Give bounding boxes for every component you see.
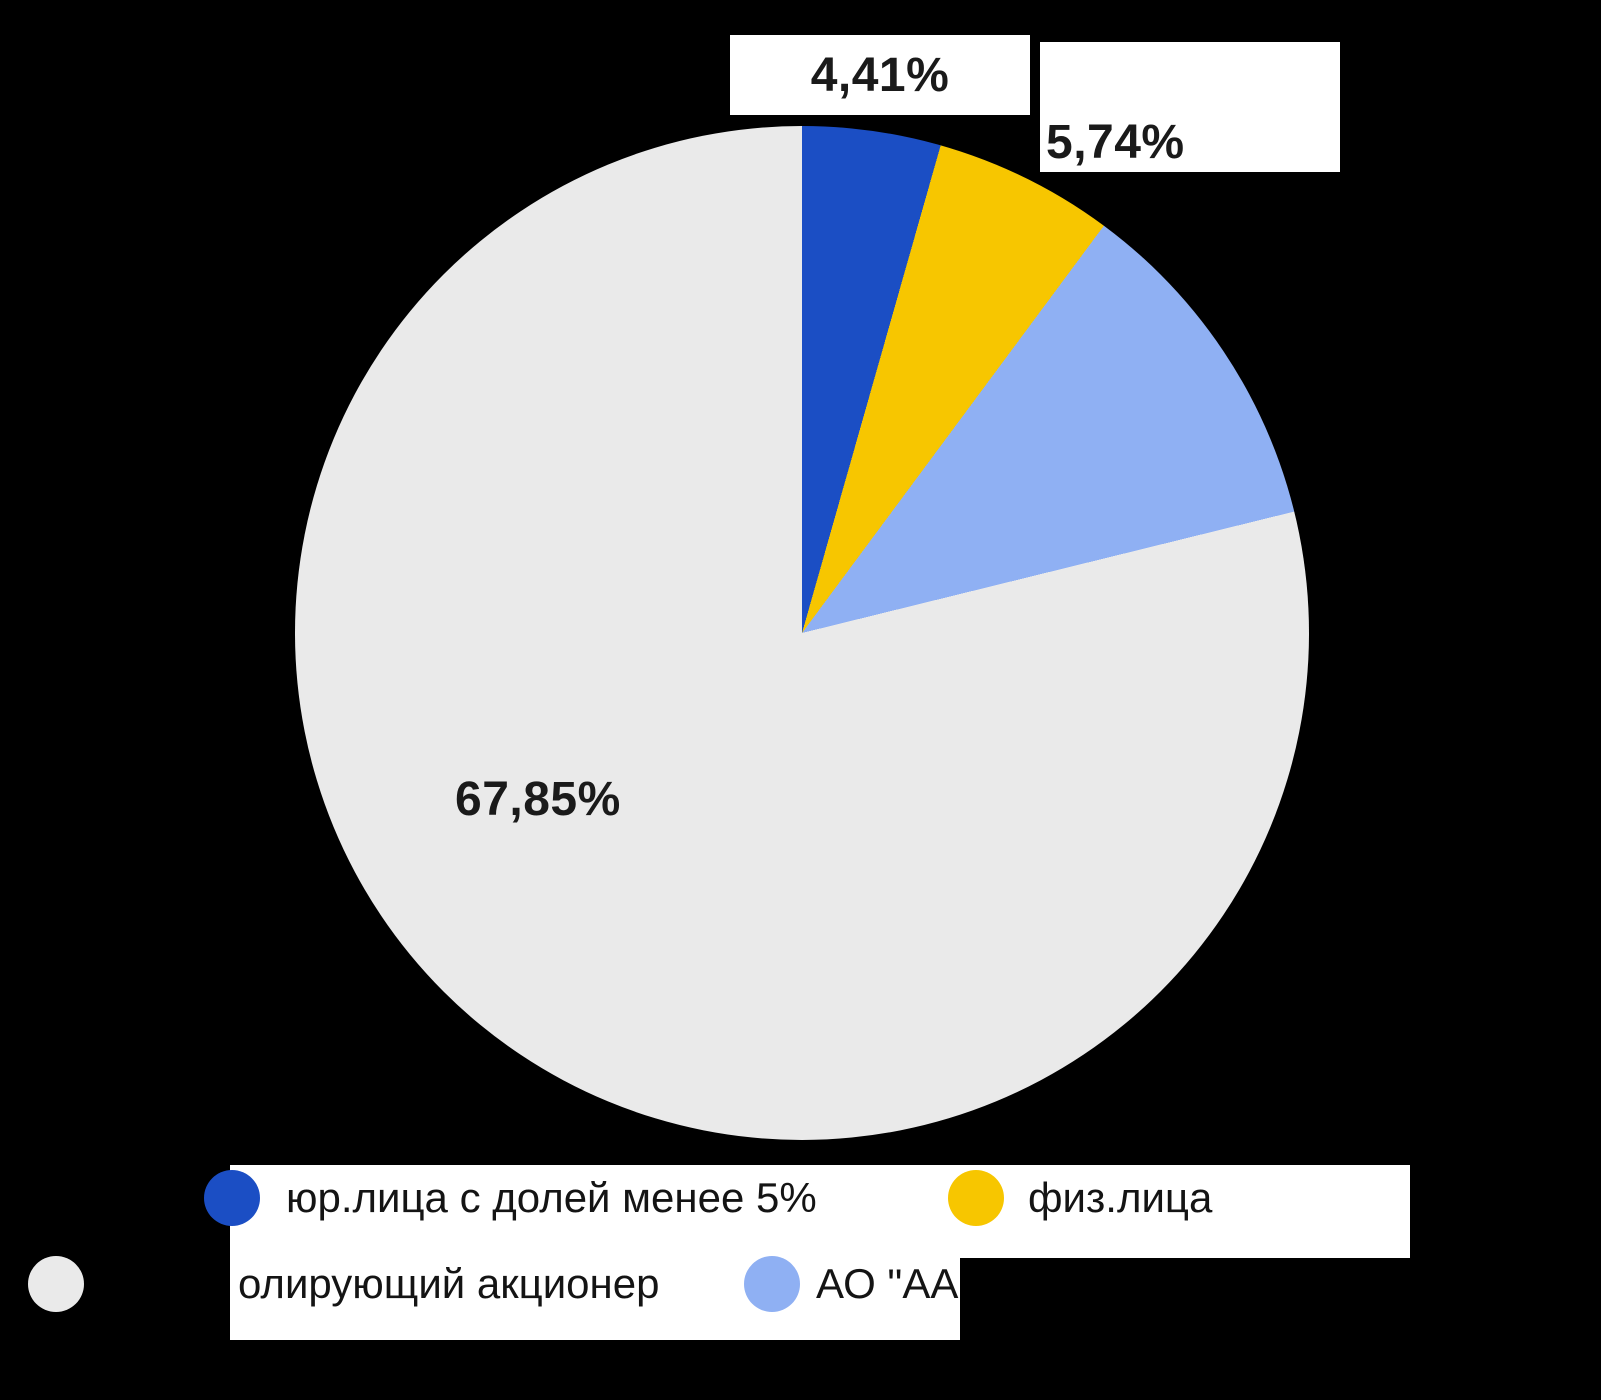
legend-swatch-blue (204, 1170, 260, 1226)
pie-label-yellow: 5,74% (1046, 116, 1185, 169)
legend-swatch-yellow (948, 1170, 1004, 1226)
pie-label-blue: 4,41% (810, 48, 950, 102)
legend-swatch-lightblue (744, 1256, 800, 1312)
pie-chart (295, 126, 1309, 1140)
legend-label-blue: юр.лица с долей менее 5% (286, 1174, 817, 1221)
legend-box-right (960, 1165, 1410, 1258)
legend-swatch-gray (28, 1256, 84, 1312)
legend-label-lightblue: АО "АА (816, 1260, 959, 1307)
legend-box-left (230, 1165, 960, 1340)
legend-label-yellow: физ.лица (1028, 1174, 1213, 1221)
legend-label-gray: олирующий акционер (238, 1260, 660, 1307)
callout-box-yellow: 5,74% (1040, 42, 1340, 172)
pie-label-gray: 67,85% (455, 773, 621, 826)
callout-box-blue: 4,41% (730, 35, 1030, 115)
